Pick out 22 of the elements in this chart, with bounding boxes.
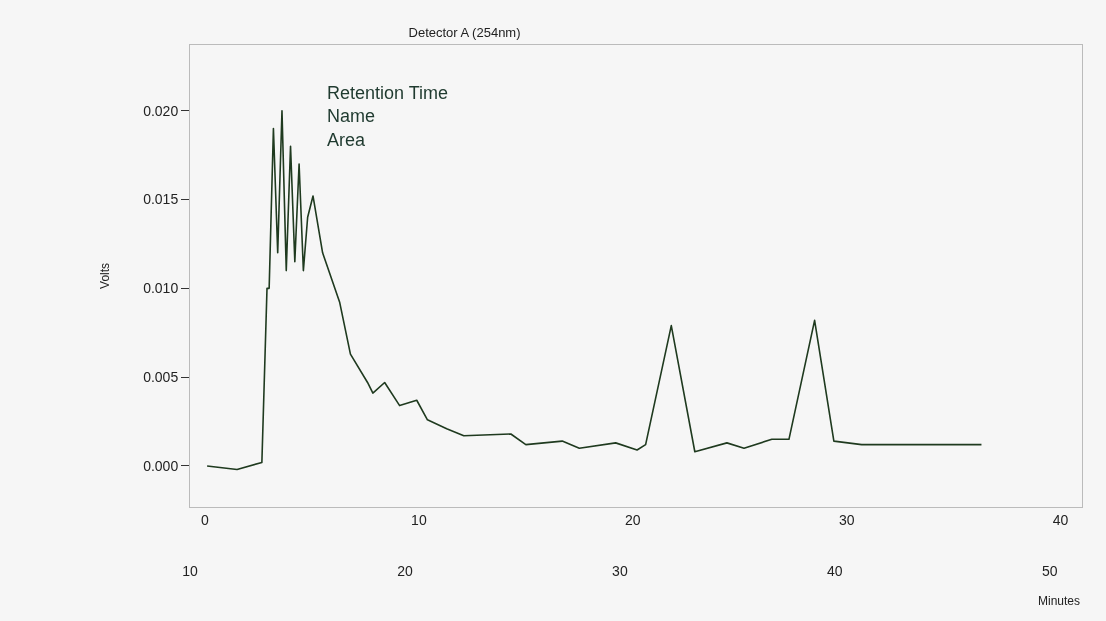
y-axis-title: Volts [98,262,113,289]
y-tick-label: 0.005 [143,369,179,386]
x2-tick-label: 10 [182,563,198,579]
x-axis-title: Minutes [1038,594,1081,608]
x2-tick-label: 50 [1041,563,1058,579]
x2-tick-label: 40 [827,563,843,579]
x-tick-label: 0 [201,511,210,528]
annotation: Retention Time [327,83,449,103]
y-tick-label: 0.015 [143,191,179,208]
x2-tick-label: 20 [397,563,413,579]
line-series [206,109,983,471]
x-tick-label: 40 [1052,511,1069,528]
chart-title: Detector A (254nm) [408,25,521,41]
annotation: Area [327,130,367,150]
annotation: Name [327,106,376,126]
x-tick-label: 10 [411,511,427,528]
y-tick-label: 0.010 [143,280,179,297]
x-tick-label: 20 [625,511,641,528]
x-tick-label: 30 [838,511,855,528]
y-tick-label: 0.000 [143,457,179,474]
x2-tick-label: 30 [612,563,628,579]
y-tick-label: 0.020 [143,102,179,119]
